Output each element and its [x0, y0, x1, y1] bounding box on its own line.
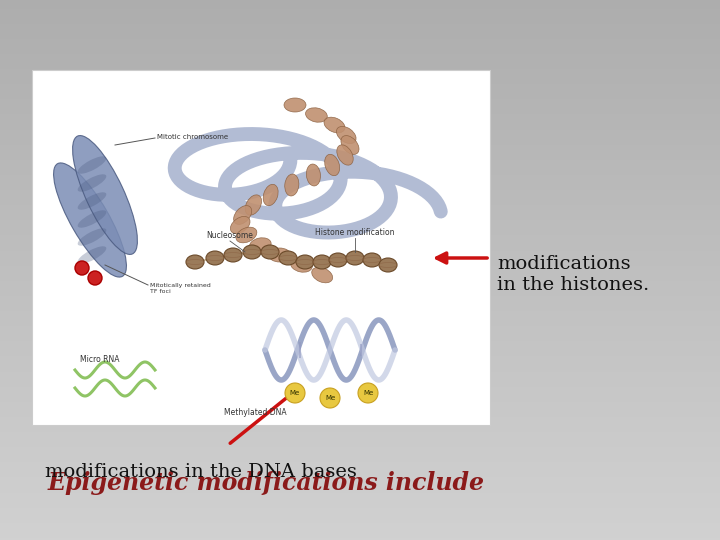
Text: Me: Me	[290, 390, 300, 396]
Text: Histone modification: Histone modification	[315, 228, 395, 237]
Ellipse shape	[246, 195, 261, 215]
Ellipse shape	[236, 227, 257, 243]
Ellipse shape	[305, 108, 328, 122]
Text: Mitotically retained
TF foci: Mitotically retained TF foci	[150, 283, 211, 294]
Ellipse shape	[284, 98, 306, 112]
Ellipse shape	[269, 248, 291, 262]
Ellipse shape	[53, 163, 127, 277]
Ellipse shape	[78, 174, 107, 192]
Ellipse shape	[336, 126, 356, 144]
Ellipse shape	[78, 192, 107, 210]
Ellipse shape	[249, 238, 271, 252]
Ellipse shape	[230, 217, 250, 234]
Text: Mitotic chromosome: Mitotic chromosome	[157, 134, 228, 140]
Text: modifications in the DNA bases: modifications in the DNA bases	[45, 463, 357, 481]
Ellipse shape	[234, 206, 252, 225]
Text: Epigenetic modifications include: Epigenetic modifications include	[48, 471, 485, 495]
Ellipse shape	[206, 251, 224, 265]
Ellipse shape	[243, 245, 261, 259]
Ellipse shape	[324, 117, 345, 133]
Text: modifications
in the histones.: modifications in the histones.	[497, 255, 649, 294]
Ellipse shape	[75, 261, 89, 275]
Ellipse shape	[296, 255, 314, 269]
Ellipse shape	[346, 251, 364, 265]
Ellipse shape	[307, 164, 320, 186]
Ellipse shape	[325, 154, 340, 176]
Ellipse shape	[264, 184, 278, 206]
Ellipse shape	[78, 246, 107, 264]
Ellipse shape	[261, 245, 279, 259]
Ellipse shape	[312, 267, 333, 283]
Ellipse shape	[291, 258, 312, 272]
Ellipse shape	[73, 136, 138, 254]
Text: Me: Me	[363, 390, 373, 396]
Ellipse shape	[379, 258, 397, 272]
Ellipse shape	[313, 255, 331, 269]
Ellipse shape	[284, 174, 299, 196]
Ellipse shape	[337, 145, 354, 165]
FancyBboxPatch shape	[32, 70, 490, 425]
Ellipse shape	[186, 255, 204, 269]
Text: Nucleosome: Nucleosome	[207, 231, 253, 240]
Ellipse shape	[285, 383, 305, 403]
Ellipse shape	[363, 253, 381, 267]
Ellipse shape	[329, 253, 347, 267]
Ellipse shape	[279, 251, 297, 265]
Ellipse shape	[78, 210, 107, 228]
Ellipse shape	[358, 383, 378, 403]
Text: Micro RNA: Micro RNA	[80, 355, 120, 364]
Ellipse shape	[320, 388, 340, 408]
Ellipse shape	[341, 136, 359, 154]
Text: Me: Me	[325, 395, 335, 401]
Ellipse shape	[88, 271, 102, 285]
Ellipse shape	[78, 156, 107, 174]
Text: Methylated DNA: Methylated DNA	[224, 408, 287, 417]
Ellipse shape	[78, 228, 107, 246]
Ellipse shape	[224, 248, 242, 262]
